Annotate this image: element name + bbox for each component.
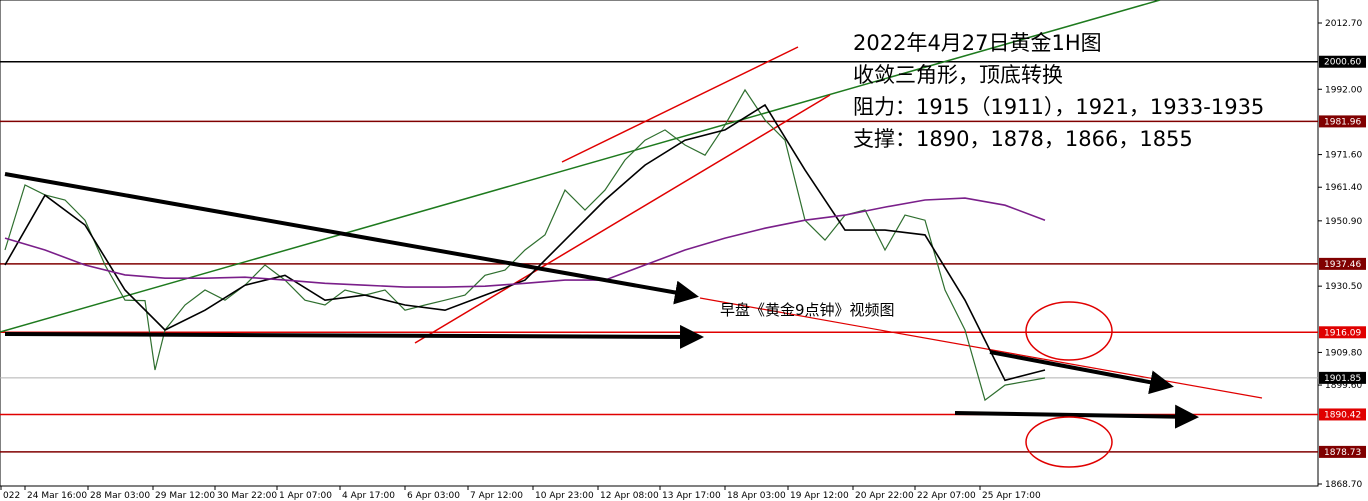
channel-line — [414, 94, 831, 344]
x-tick-label: 30 Mar 22:00 — [217, 491, 277, 501]
x-tick-label: 10 Apr 23:00 — [535, 491, 594, 501]
y-tick-label: 1992.00 — [1325, 85, 1362, 95]
x-tick-label: 25 Apr 17:00 — [982, 491, 1041, 501]
y-tick-label: 2012.70 — [1325, 19, 1362, 29]
level-label-box — [1319, 115, 1366, 128]
circle — [1025, 301, 1113, 361]
x-tick-label: 20 Apr 22:00 — [855, 491, 914, 501]
arrow — [4, 324, 704, 349]
level-label-box — [1319, 408, 1366, 421]
arrow — [954, 404, 1199, 429]
y-tick-label: 1930.50 — [1325, 282, 1362, 292]
x-tick-label: 6 Apr 03:00 — [407, 491, 460, 501]
level-label: 1981.96 — [1324, 117, 1361, 127]
y-tick-label: 1868.70 — [1325, 480, 1362, 490]
trend-line — [0, 0, 1161, 333]
y-tick-label: 1961.40 — [1325, 183, 1362, 193]
level-label-box — [1319, 371, 1366, 384]
x-tick-label: 13 Apr 17:00 — [662, 491, 721, 501]
x-tick-label: 1 Apr 07:00 — [279, 491, 332, 501]
x-tick-label: 29 Mar 12:00 — [155, 491, 215, 501]
title-line: 支撑：1890，1878，1866，1855 — [853, 127, 1193, 151]
x-tick-label: 4 Apr 17:00 — [342, 491, 395, 501]
x-tick-label: 22 Apr 07:00 — [917, 491, 976, 501]
level-label: 1937.46 — [1324, 260, 1361, 270]
y-tick-label: 1950.90 — [1325, 217, 1362, 227]
level-label: 2000.60 — [1324, 58, 1361, 68]
x-tick-label: 24 Mar 16:00 — [27, 491, 87, 501]
title-line: 收敛三角形，顶底转换 — [853, 63, 1063, 87]
level-label-box — [1319, 326, 1366, 339]
arrow — [4, 172, 699, 305]
channel-line — [561, 46, 799, 163]
price-line — [4, 103, 1046, 382]
title-line: 2022年4月27日黄金1H图 — [853, 31, 1102, 55]
circle — [1025, 416, 1113, 468]
level-label: 1901.85 — [1324, 374, 1361, 384]
x-tick-label: 19 Apr 12:00 — [790, 491, 849, 501]
annotation: 早盘《黄金9点钟》视频图 — [720, 301, 895, 319]
x-tick-label: 18 Apr 03:00 — [727, 491, 786, 501]
y-tick-label: 1971.60 — [1325, 151, 1362, 161]
level-label: 1916.09 — [1324, 328, 1361, 338]
y-tick-label: 1899.60 — [1325, 381, 1362, 391]
level-label: 1890.42 — [1324, 410, 1361, 420]
plot-area — [0, 0, 1319, 487]
arrow — [989, 350, 1174, 395]
level-label-box — [1319, 445, 1366, 458]
level-label-box — [1319, 55, 1366, 68]
y-tick-label: 1909.80 — [1325, 348, 1362, 358]
x-tick-label: 28 Mar 03:00 — [90, 491, 150, 501]
title-line: 阻力：1915（1911），1921，1933-1935 — [853, 95, 1264, 119]
level-label: 1878.73 — [1324, 448, 1361, 458]
x-tick-label: 022 — [3, 491, 20, 501]
price-line — [4, 197, 1046, 288]
level-label-box — [1319, 257, 1366, 270]
x-tick-label: 7 Apr 12:00 — [470, 491, 523, 501]
x-tick-label: 12 Apr 08:00 — [600, 491, 659, 501]
